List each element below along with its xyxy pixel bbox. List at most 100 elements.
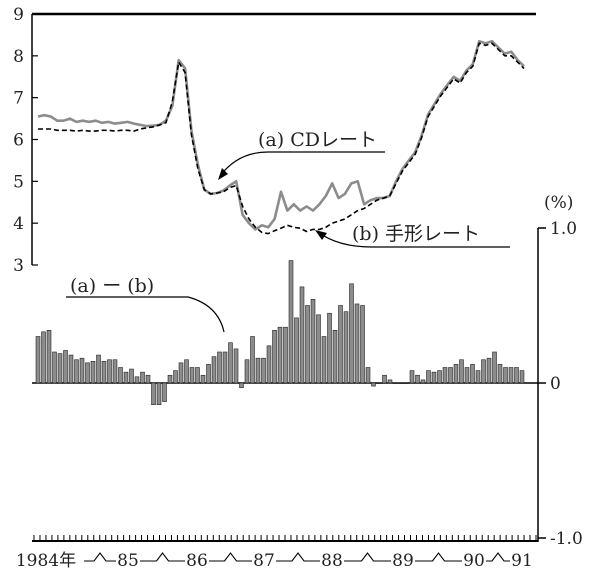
top-y-ticks: 3 4 5 6 7 8 9 xyxy=(13,5,38,276)
spread-bar xyxy=(420,379,426,384)
spread-bar xyxy=(151,382,156,406)
spread-bar xyxy=(228,342,233,384)
spread-bar xyxy=(162,382,167,402)
spread-bar xyxy=(272,329,277,384)
spread-bar xyxy=(327,312,332,384)
top-y-tick-label: 4 xyxy=(13,214,24,234)
spread-bar xyxy=(112,359,118,384)
spread-bar xyxy=(321,336,327,384)
spread-bar xyxy=(310,298,316,384)
x-tick-label: 1984年 xyxy=(16,551,76,571)
spread-bar xyxy=(464,367,470,384)
spread-bar xyxy=(79,357,85,384)
x-axis-separator xyxy=(344,552,391,562)
spread-bar xyxy=(140,371,145,384)
bill-rate-label: (b) 手形レート xyxy=(352,223,480,245)
bottom-axis-ticks xyxy=(33,535,537,541)
x-axis-labels: 1984年 85 86 87 88 89 90 91 xyxy=(16,551,533,571)
spread-bar xyxy=(514,367,519,384)
spread-bar xyxy=(217,351,222,384)
spread-bar xyxy=(371,382,376,387)
spread-bar xyxy=(250,336,255,384)
spread-bar xyxy=(233,348,239,384)
x-axis-separator xyxy=(276,552,320,562)
spread-bar xyxy=(90,360,96,384)
spread-bar xyxy=(503,367,508,384)
spread-bar xyxy=(338,305,343,384)
spread-bar xyxy=(123,371,129,384)
spread-bar xyxy=(365,367,371,384)
rate-lines xyxy=(37,39,525,235)
spread-bar xyxy=(294,317,299,384)
cd-rate-arrowhead xyxy=(218,168,228,180)
spread-bar xyxy=(453,364,459,384)
spread-bar xyxy=(470,364,475,384)
spread-bar xyxy=(519,370,525,384)
spread-bar xyxy=(200,374,206,384)
spread-bar xyxy=(52,351,57,384)
right-y-tick-label: 0 xyxy=(550,374,561,394)
spread-bar xyxy=(195,367,200,384)
cd-rate-label: (a) CDレート xyxy=(258,129,377,151)
spread-bar xyxy=(277,326,283,384)
spread-bar xyxy=(206,364,211,384)
spread-bar xyxy=(343,311,349,384)
spread-bar xyxy=(387,379,393,384)
x-tick-label: 85 xyxy=(117,551,139,571)
x-tick-label: 88 xyxy=(321,551,343,571)
top-y-tick-label: 5 xyxy=(13,172,24,192)
spread-bar xyxy=(134,376,140,384)
x-axis-separator xyxy=(84,552,116,562)
spread-bar xyxy=(173,370,178,384)
spread-bar xyxy=(305,305,310,384)
x-tick-label: 90 xyxy=(463,551,485,571)
x-tick-label: 87 xyxy=(253,551,275,571)
x-axis-separator xyxy=(486,552,510,562)
spread-bar xyxy=(184,359,189,384)
x-axis-separator xyxy=(140,552,185,562)
spread-bar xyxy=(211,356,217,384)
spread-bar xyxy=(74,359,79,384)
spread-bar xyxy=(129,368,134,384)
spread-bar xyxy=(332,329,338,384)
spread-bar xyxy=(239,382,244,388)
spread-bar xyxy=(459,359,464,384)
bill-rate-arrowhead xyxy=(315,230,327,240)
spread-bar xyxy=(156,382,162,406)
right-axis-unit: (%) xyxy=(544,193,573,213)
spread-bar xyxy=(349,283,354,384)
spread-bar xyxy=(354,303,360,384)
spread-bar xyxy=(118,367,123,384)
x-axis-separator xyxy=(415,552,462,562)
spread-bar xyxy=(481,359,486,384)
spread-bar xyxy=(475,370,481,384)
spread-bar xyxy=(398,382,404,384)
spread-bar xyxy=(415,374,420,384)
bill-rate-line xyxy=(38,42,525,235)
spread-bar xyxy=(145,374,151,384)
spread-bar xyxy=(283,326,288,384)
right-y-tick-label: -1.0 xyxy=(550,529,583,549)
spread-bar xyxy=(508,367,514,384)
spread-bar xyxy=(266,345,272,384)
spread-bar xyxy=(360,305,365,384)
x-tick-label: 86 xyxy=(186,551,208,571)
spread-bar xyxy=(376,382,382,384)
spread-bar xyxy=(107,359,112,384)
spread-bar xyxy=(244,359,250,384)
spread-bar xyxy=(261,357,266,384)
top-y-tick-label: 8 xyxy=(13,47,24,67)
spread-bar xyxy=(101,360,107,384)
spread-bars xyxy=(35,260,525,406)
x-tick-label: 91 xyxy=(511,551,533,571)
spread-bar xyxy=(57,353,63,384)
top-y-tick-label: 7 xyxy=(13,89,24,109)
spread-bar xyxy=(437,370,442,384)
right-y-tick-label: 1.0 xyxy=(550,219,577,239)
top-y-tick-label: 3 xyxy=(13,256,24,276)
spread-bar xyxy=(178,362,184,384)
spread-bar xyxy=(46,329,52,384)
spread-bar xyxy=(442,367,448,384)
spread-bar xyxy=(431,371,437,384)
spread-bar xyxy=(448,367,453,384)
